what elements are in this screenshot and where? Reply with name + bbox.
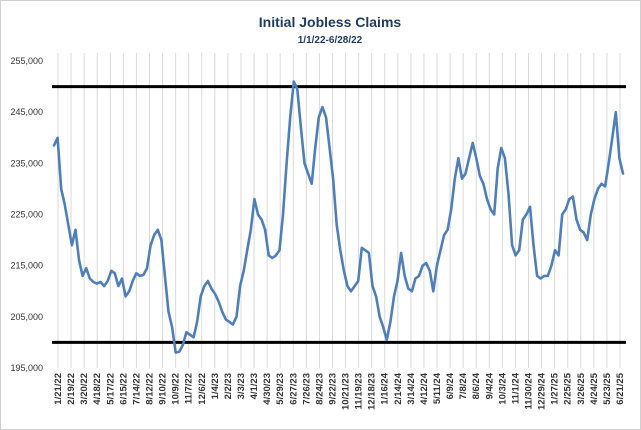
y-axis-ticks: 195,000 205,000 215,000 225,000 235,000 245,0… — [10, 56, 43, 373]
x-tick-label: 5/23/25 — [602, 372, 613, 404]
x-axis-ticks: 1/21/22 2/19/22 3/20/22 4/18/22 5/17/22 6/15/… — [53, 372, 626, 410]
x-tick-label: 7/8/24 — [458, 372, 469, 399]
x-tick-label: 5/11/24 — [432, 372, 443, 404]
x-tick-label: 12/6/22 — [197, 373, 208, 405]
y-tick-label: 235,000 — [10, 158, 43, 168]
x-tick-label: 1/4/23 — [210, 373, 221, 399]
chart-title: Initial Jobless Claims — [259, 14, 402, 30]
x-tick-label: 2/2/23 — [223, 373, 234, 399]
x-tick-label: 7/26/23 — [301, 373, 312, 405]
x-tick-label: 4/24/25 — [589, 372, 600, 404]
x-tick-label: 5/29/23 — [275, 373, 286, 405]
x-tick-label: 8/24/23 — [314, 373, 325, 405]
x-tick-label: 1/27/25 — [550, 372, 561, 404]
x-tick-label: 12/29/24 — [537, 372, 548, 410]
x-tick-label: 10/21/23 — [341, 373, 352, 410]
x-tick-label: 5/17/22 — [105, 373, 116, 405]
chart-subtitle: 1/1/22-6/28/22 — [298, 35, 363, 46]
y-tick-label: 245,000 — [10, 107, 43, 117]
x-tick-label: 4/30/23 — [262, 373, 273, 405]
y-tick-label: 205,000 — [10, 312, 43, 322]
x-tick-label: 9/10/22 — [158, 373, 169, 405]
x-tick-label: 11/7/22 — [184, 373, 195, 404]
x-tick-label: 11/30/24 — [524, 372, 535, 409]
x-tick-label: 9/4/24 — [484, 372, 495, 399]
x-tick-label: 2/19/22 — [66, 373, 77, 405]
x-tick-label: 11/1/24 — [510, 372, 521, 404]
x-tick-label: 2/14/24 — [393, 372, 404, 404]
x-tick-label: 1/16/24 — [380, 372, 391, 404]
x-tick-label: 3/14/24 — [406, 372, 417, 404]
y-tick-label: 225,000 — [10, 210, 43, 220]
x-tick-label: 3/3/23 — [236, 373, 247, 399]
y-tick-label: 215,000 — [10, 261, 43, 271]
x-tick-label: 10/9/22 — [171, 373, 182, 405]
x-tick-label: 6/9/24 — [445, 372, 456, 399]
x-tick-label: 6/15/22 — [118, 373, 129, 405]
x-tick-label: 4/12/24 — [419, 372, 430, 404]
x-tick-label: 10/3/24 — [497, 372, 508, 404]
x-tick-label: 6/27/23 — [288, 373, 299, 405]
series — [52, 80, 625, 354]
x-tick-label: 4/18/22 — [92, 373, 103, 405]
x-tick-label: 9/22/23 — [327, 373, 338, 405]
y-tick-label: 195,000 — [10, 363, 43, 373]
x-tick-label: 4/1/23 — [249, 373, 260, 399]
reference-lines — [52, 85, 626, 344]
grid-lines — [57, 53, 621, 368]
series-line — [52, 80, 625, 354]
y-tick-label: 255,000 — [10, 56, 43, 66]
x-tick-label: 3/26/25 — [576, 372, 587, 404]
x-tick-label: 8/6/24 — [471, 372, 482, 399]
x-tick-label: 11/19/23 — [354, 373, 365, 409]
x-tick-label: 7/14/22 — [131, 373, 142, 405]
x-tick-label: 6/21/25 — [615, 372, 626, 404]
x-tick-label: 3/20/22 — [79, 373, 90, 405]
x-tick-label: 12/18/23 — [367, 373, 378, 410]
x-tick-label: 1/21/22 — [53, 373, 64, 405]
x-tick-label: 8/12/22 — [144, 373, 155, 405]
x-tick-label: 2/25/25 — [563, 372, 574, 404]
